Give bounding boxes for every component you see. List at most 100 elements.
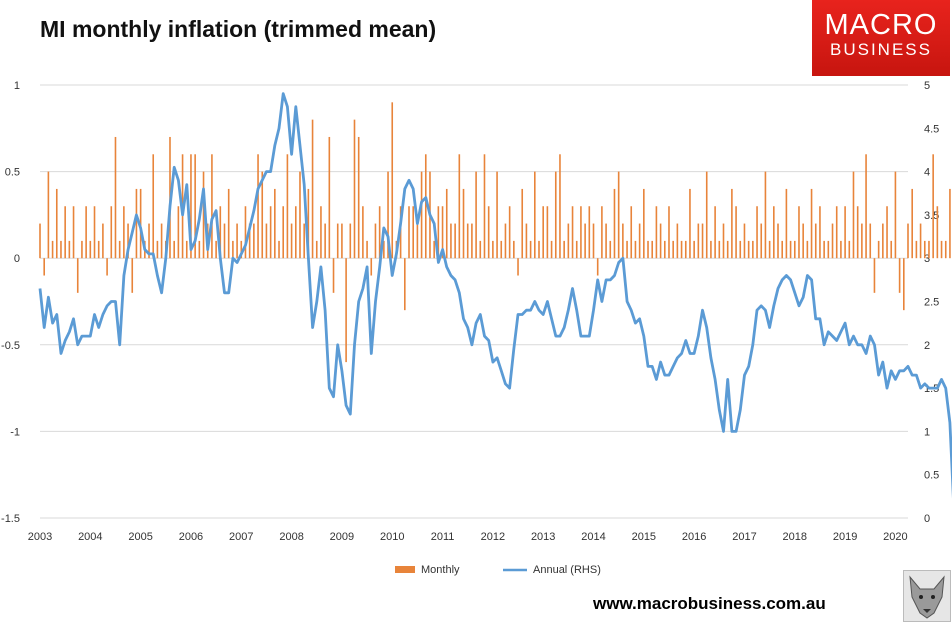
monthly-bar: [286, 154, 289, 259]
monthly-bar: [76, 258, 79, 293]
y-right-tick-label: 2.5: [924, 297, 939, 309]
monthly-bar: [814, 223, 817, 259]
website-url[interactable]: www.macrobusiness.com.au: [593, 594, 826, 613]
monthly-bar: [106, 258, 108, 276]
monthly-bar: [554, 171, 557, 259]
monthly-bar: [227, 188, 230, 259]
y-left-tick-label: -1: [10, 426, 20, 438]
monthly-bar: [148, 223, 150, 259]
monthly-bar: [873, 258, 876, 293]
monthly-bar: [521, 188, 524, 259]
monthly-bar: [420, 171, 423, 259]
x-tick-label: 2009: [330, 531, 354, 543]
y-right-tick-label: 2: [924, 340, 930, 352]
monthly-bar: [810, 188, 813, 259]
monthly-bar: [215, 240, 217, 259]
monthly-bar: [655, 206, 658, 259]
monthly-bar: [307, 188, 310, 259]
x-tick-label: 2012: [481, 531, 505, 543]
monthly-bar: [412, 206, 414, 259]
monthly-bar: [722, 223, 725, 259]
y-right-tick-label: 4.5: [924, 123, 939, 135]
monthly-bar: [320, 206, 322, 259]
y-right-tick-label: 0: [924, 513, 930, 525]
annual-line: [38, 92, 952, 499]
monthly-bar: [898, 258, 901, 293]
monthly-bar: [915, 240, 918, 259]
monthly-bar: [303, 223, 305, 259]
monthly-bar: [865, 154, 867, 259]
monthly-bar: [693, 240, 695, 259]
monthly-bar: [445, 188, 448, 259]
monthly-bar: [689, 188, 691, 259]
monthly-bar: [223, 223, 226, 259]
monthly-bar: [802, 223, 804, 259]
monthly-bar: [731, 188, 733, 259]
monthly-bar: [177, 206, 180, 259]
monthly-bar: [919, 223, 922, 259]
monthly-bar: [668, 206, 670, 259]
monthly-bar: [739, 240, 742, 259]
monthly-bar: [936, 206, 939, 259]
monthly-bar: [219, 206, 222, 259]
x-tick-label: 2016: [682, 531, 706, 543]
monthly-bar: [781, 240, 784, 259]
monthly-bar: [584, 223, 586, 259]
monthly-bar: [43, 258, 45, 276]
monthly-bar: [651, 240, 654, 259]
monthly-bar: [550, 240, 553, 259]
monthly-bar: [840, 240, 842, 259]
monthly-bar: [777, 223, 779, 259]
monthly-bar: [194, 154, 196, 259]
legend-monthly-label: Monthly: [421, 564, 460, 576]
monthly-bar: [127, 223, 129, 259]
monthly-bar: [332, 258, 335, 293]
monthly-bar: [756, 206, 758, 259]
monthly-bar: [592, 223, 595, 259]
monthly-bar: [437, 206, 440, 259]
monthly-bar: [890, 240, 893, 259]
monthly-bar: [571, 206, 574, 259]
logo-line-1: MACRO: [824, 9, 938, 41]
monthly-bar: [752, 240, 754, 259]
x-tick-label: 2006: [179, 531, 203, 543]
x-tick-label: 2013: [531, 531, 555, 543]
y-left-tick-label: -0.5: [1, 340, 20, 352]
monthly-bar: [743, 223, 746, 259]
monthly-bar: [55, 188, 58, 259]
y-right-tick-label: 0.5: [924, 470, 939, 482]
monthly-bar: [290, 223, 293, 259]
monthly-bar: [152, 154, 155, 259]
monthly-bar: [253, 223, 255, 259]
monthly-bar: [93, 206, 96, 259]
monthly-bar: [39, 223, 41, 259]
monthly-bar: [345, 258, 347, 363]
monthly-bar: [492, 240, 494, 259]
monthly-bar: [823, 240, 825, 259]
macrobusiness-logo: MACRO BUSINESS: [812, 0, 950, 76]
monthly-bar: [454, 223, 456, 259]
monthly-bar: [471, 223, 473, 259]
monthly-bar: [416, 223, 419, 259]
monthly-bar: [567, 223, 570, 259]
monthly-bar: [294, 206, 297, 259]
monthly-bar: [508, 206, 511, 259]
monthly-bar: [198, 240, 201, 259]
monthly-bar: [513, 240, 515, 259]
monthly-bar: [383, 240, 385, 259]
monthly-bar: [366, 240, 368, 259]
monthly-bar: [735, 206, 737, 259]
x-tick-label: 2017: [732, 531, 756, 543]
monthly-bar: [705, 171, 708, 259]
monthly-bar: [248, 223, 251, 259]
monthly-bar: [282, 206, 285, 259]
monthly-bar: [408, 206, 410, 259]
monthly-bar: [311, 119, 314, 259]
legend-annual-label: Annual (RHS): [533, 564, 601, 576]
monthly-bar: [684, 240, 687, 259]
monthly-bar: [240, 240, 243, 259]
monthly-bar: [274, 188, 276, 259]
monthly-bar: [265, 223, 268, 259]
chart-title: MI monthly inflation (trimmed mean): [40, 16, 437, 42]
x-tick-label: 2004: [78, 531, 102, 543]
